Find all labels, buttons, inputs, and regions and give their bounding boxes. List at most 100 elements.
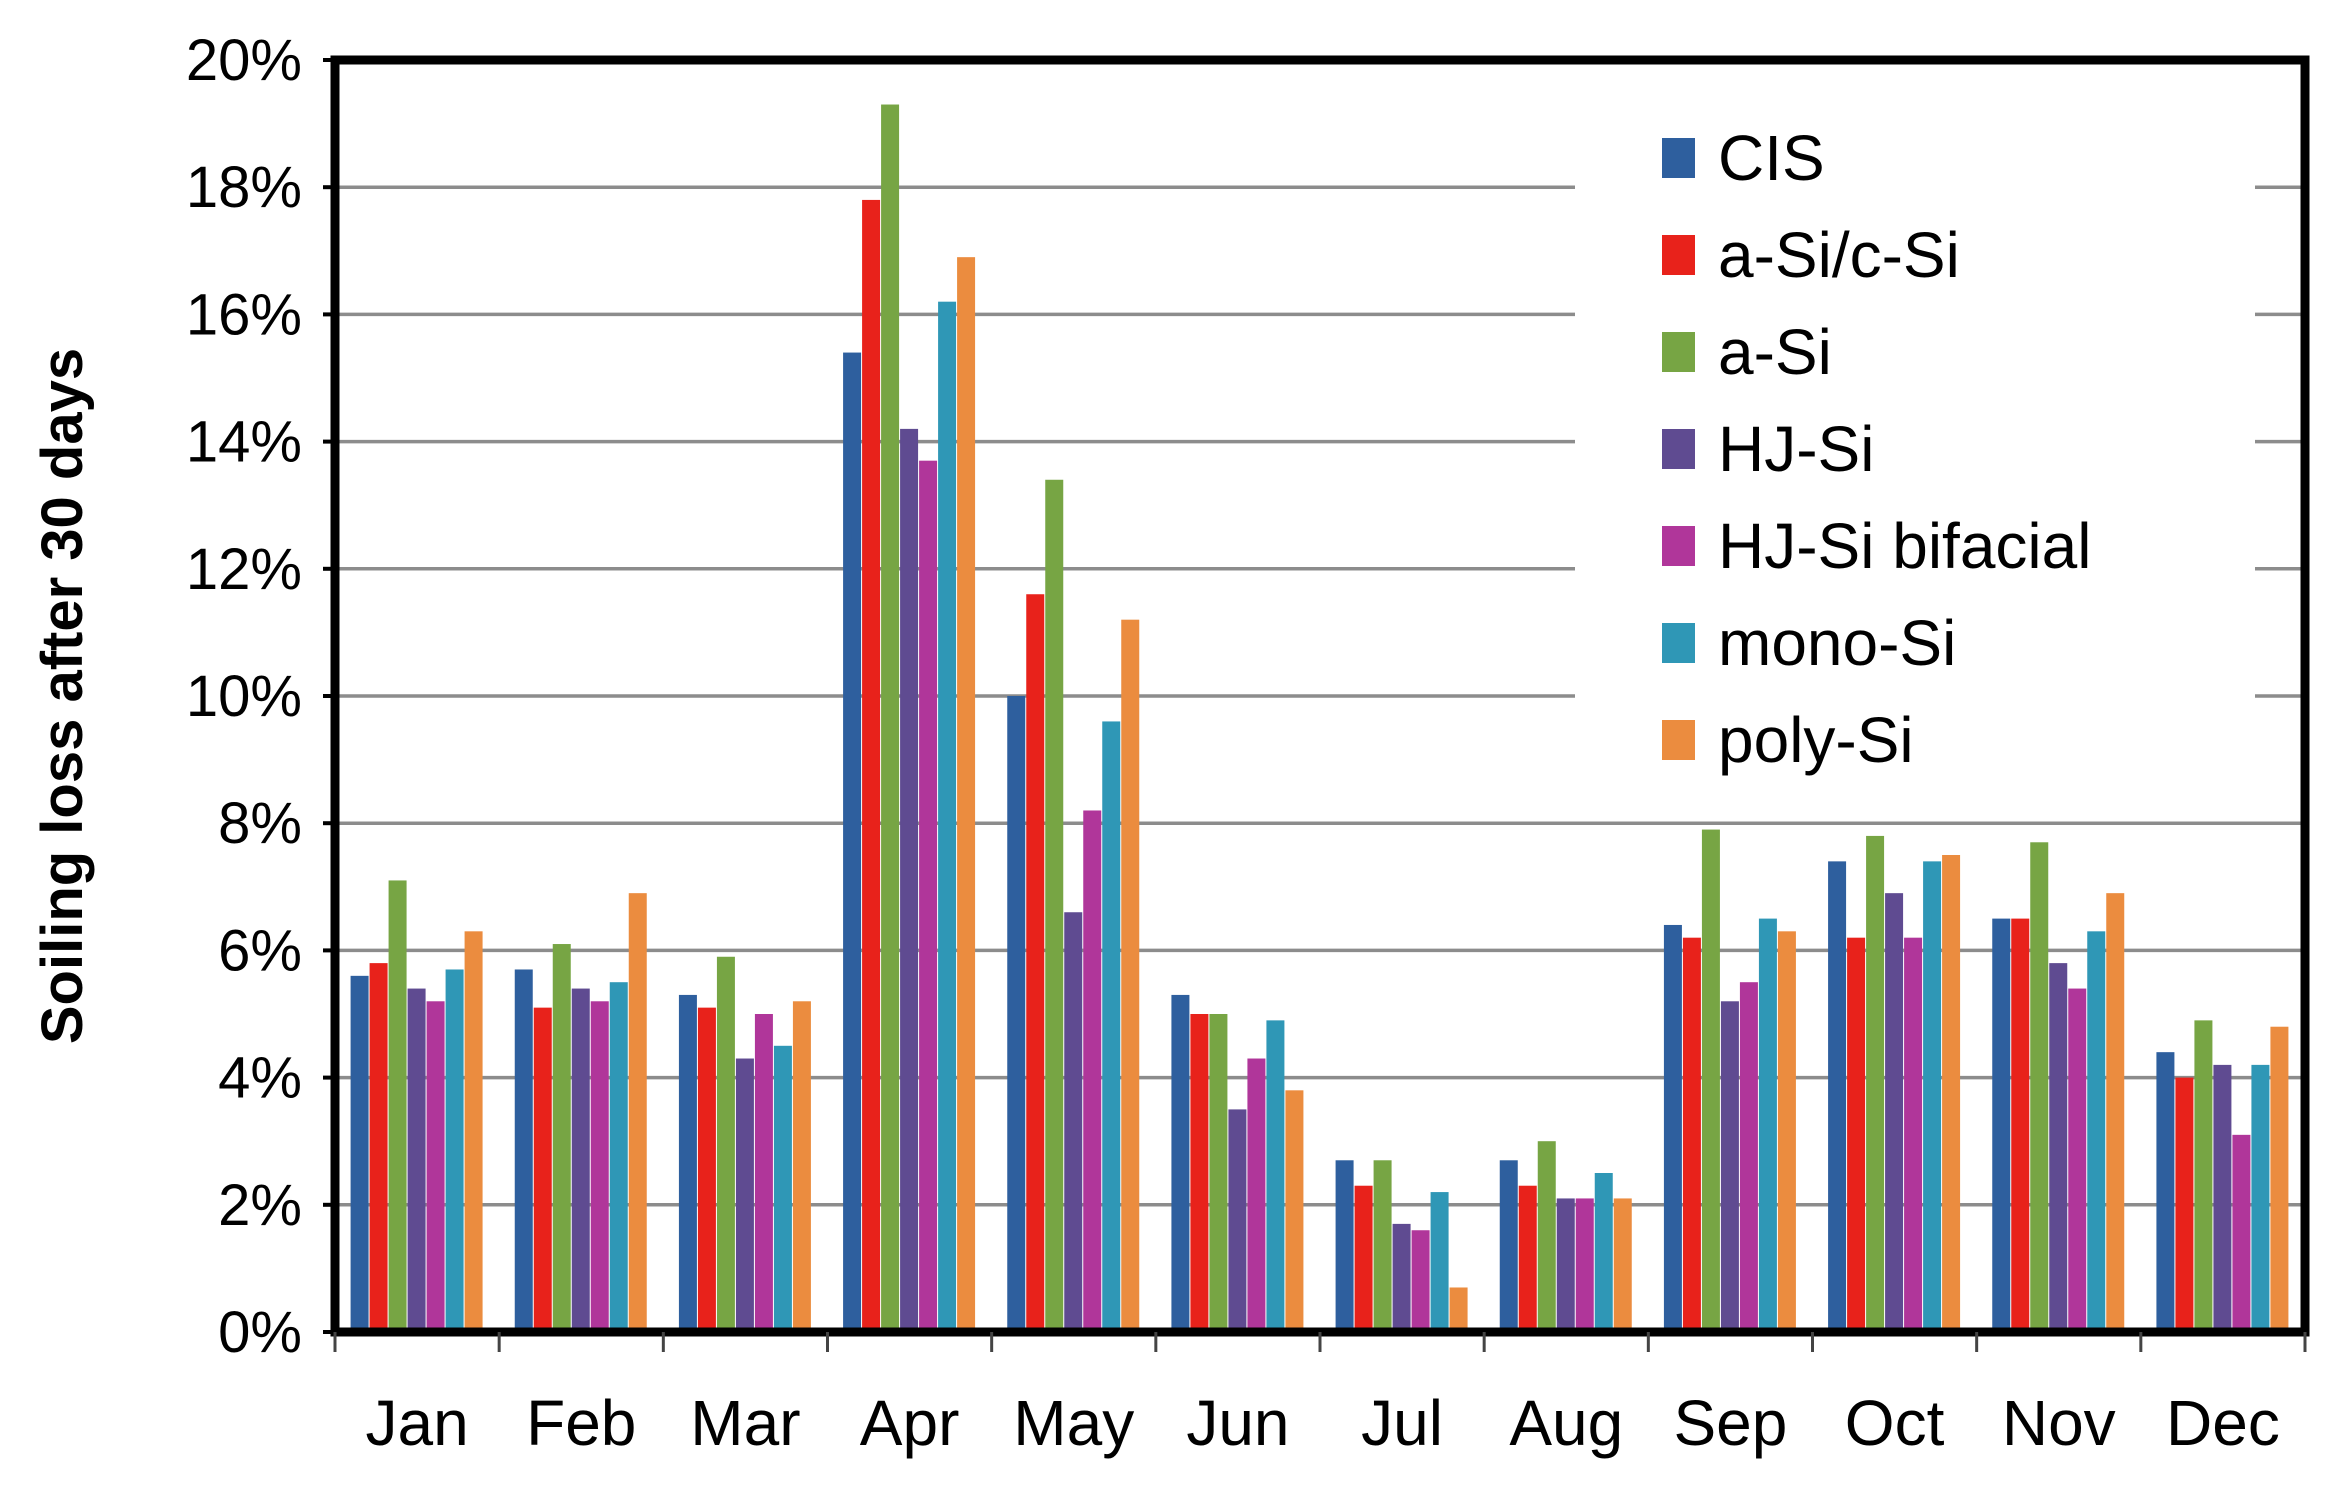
legend-swatch bbox=[1662, 623, 1695, 663]
bar-feb-a-si bbox=[552, 944, 571, 1332]
bar-dec-hj-si bbox=[2213, 1064, 2232, 1332]
y-tick-label: 10% bbox=[186, 664, 302, 729]
legend-label: HJ-Si bifacial bbox=[1718, 510, 2091, 582]
bar-aug-a-si-c-si bbox=[1518, 1185, 1537, 1332]
bar-nov-hj-si-bifacial bbox=[2068, 988, 2087, 1332]
y-axis-label: Soiling loss after 30 days bbox=[30, 348, 95, 1044]
bar-oct-poly-si bbox=[1942, 855, 1961, 1332]
legend-label: poly-Si bbox=[1718, 704, 1914, 776]
bar-dec-a-si-c-si bbox=[2175, 1077, 2194, 1332]
x-tick-label: Jan bbox=[365, 1387, 468, 1459]
x-tick-label: Sep bbox=[1673, 1387, 1787, 1459]
legend-swatch bbox=[1662, 235, 1695, 275]
bar-may-cis bbox=[1007, 696, 1026, 1332]
bar-nov-a-si bbox=[2030, 842, 2049, 1332]
x-tick-label: Jun bbox=[1186, 1387, 1289, 1459]
bar-apr-a-si-c-si bbox=[862, 199, 881, 1332]
legend-swatch bbox=[1662, 138, 1695, 178]
bar-jan-a-si bbox=[388, 880, 407, 1332]
bar-jun-hj-si-bifacial bbox=[1247, 1058, 1266, 1332]
bar-nov-poly-si bbox=[2106, 893, 2125, 1332]
y-tick-label: 18% bbox=[186, 155, 302, 220]
bar-oct-hj-si-bifacial bbox=[1904, 937, 1923, 1332]
bar-jul-hj-si bbox=[1392, 1223, 1411, 1332]
y-axis-ticks: 0% 2% 4% 6% 8% 10% 12% 14% 16% 18% 20% bbox=[186, 28, 335, 1365]
bar-feb-mono-si bbox=[609, 982, 628, 1332]
bar-oct-cis bbox=[1828, 861, 1847, 1332]
x-tick-label: Dec bbox=[2166, 1387, 2280, 1459]
bar-aug-a-si bbox=[1537, 1141, 1556, 1332]
y-tick-label: 4% bbox=[218, 1046, 302, 1111]
y-tick-label: 16% bbox=[186, 282, 302, 347]
bar-jan-poly-si bbox=[464, 931, 483, 1332]
y-tick-label: 12% bbox=[186, 537, 302, 602]
legend-label: a-Si bbox=[1718, 316, 1832, 388]
bar-aug-mono-si bbox=[1594, 1173, 1613, 1332]
bar-nov-mono-si bbox=[2087, 931, 2106, 1332]
bar-may-a-si bbox=[1045, 479, 1064, 1332]
x-tick-label: May bbox=[1013, 1387, 1134, 1459]
x-tick-label: Jul bbox=[1361, 1387, 1443, 1459]
bar-dec-hj-si-bifacial bbox=[2232, 1134, 2251, 1332]
bar-nov-hj-si bbox=[2049, 963, 2068, 1332]
bar-jun-a-si-c-si bbox=[1190, 1014, 1209, 1332]
bar-jan-a-si-c-si bbox=[369, 963, 388, 1332]
bar-aug-cis bbox=[1499, 1160, 1518, 1332]
bar-apr-hj-si bbox=[900, 428, 919, 1332]
bar-feb-poly-si bbox=[628, 893, 647, 1332]
y-tick-label: 2% bbox=[218, 1173, 302, 1238]
bar-jan-cis bbox=[350, 975, 369, 1332]
bar-apr-cis bbox=[843, 352, 862, 1332]
bar-sep-a-si-c-si bbox=[1682, 937, 1701, 1332]
legend-label: HJ-Si bbox=[1718, 413, 1874, 485]
bar-apr-poly-si bbox=[957, 257, 976, 1332]
bar-mar-a-si bbox=[716, 956, 735, 1332]
legend: CIS a-Si/c-Si a-Si HJ-Si HJ-Si bifacial mono-… bbox=[1662, 122, 2091, 776]
bar-may-poly-si bbox=[1121, 619, 1140, 1332]
bar-jul-cis bbox=[1335, 1160, 1354, 1332]
bar-dec-cis bbox=[2156, 1052, 2175, 1332]
bar-dec-a-si bbox=[2194, 1020, 2213, 1332]
legend-label: CIS bbox=[1718, 122, 1825, 194]
bar-mar-hj-si bbox=[735, 1058, 754, 1332]
bar-jul-a-si-c-si bbox=[1354, 1185, 1373, 1332]
x-tick-label: Apr bbox=[860, 1387, 960, 1459]
bar-apr-hj-si-bifacial bbox=[919, 460, 938, 1332]
bar-jan-hj-si-bifacial bbox=[426, 1001, 445, 1332]
bar-sep-a-si bbox=[1701, 829, 1720, 1332]
bar-jan-mono-si bbox=[445, 969, 464, 1332]
bar-feb-a-si-c-si bbox=[533, 1007, 552, 1332]
bar-oct-mono-si bbox=[1923, 861, 1942, 1332]
legend-swatch bbox=[1662, 720, 1695, 760]
x-axis-ticks: Jan Feb Mar Apr May Jun Jul Aug Sep Oct Nov Dec bbox=[333, 1332, 2307, 1459]
bar-feb-hj-si bbox=[571, 988, 590, 1332]
bar-mar-hj-si-bifacial bbox=[754, 1014, 773, 1332]
bar-jul-a-si bbox=[1373, 1160, 1392, 1332]
bar-sep-mono-si bbox=[1758, 918, 1777, 1332]
bar-jun-poly-si bbox=[1285, 1090, 1304, 1332]
bars bbox=[350, 104, 2289, 1333]
legend-swatch bbox=[1662, 526, 1695, 566]
legend-label: mono-Si bbox=[1718, 607, 1956, 679]
bar-jun-hj-si bbox=[1228, 1109, 1247, 1332]
bar-dec-mono-si bbox=[2251, 1064, 2270, 1332]
y-tick-label: 8% bbox=[218, 791, 302, 856]
bar-jun-cis bbox=[1171, 994, 1190, 1332]
bar-aug-hj-si-bifacial bbox=[1575, 1198, 1594, 1332]
bar-mar-cis bbox=[678, 994, 697, 1332]
legend-swatch bbox=[1662, 332, 1695, 372]
bar-jul-hj-si-bifacial bbox=[1411, 1230, 1430, 1332]
bar-nov-a-si-c-si bbox=[2011, 918, 2030, 1332]
bar-may-a-si-c-si bbox=[1026, 594, 1045, 1332]
bar-jun-mono-si bbox=[1266, 1020, 1285, 1332]
bar-sep-hj-si bbox=[1720, 1001, 1739, 1332]
bar-may-hj-si bbox=[1064, 912, 1083, 1332]
bar-aug-poly-si bbox=[1613, 1198, 1632, 1332]
bar-may-hj-si-bifacial bbox=[1083, 810, 1102, 1332]
bar-feb-hj-si-bifacial bbox=[590, 1001, 609, 1332]
y-tick-label: 6% bbox=[218, 918, 302, 983]
bar-mar-mono-si bbox=[773, 1045, 792, 1332]
bar-jul-poly-si bbox=[1449, 1287, 1468, 1332]
bar-oct-a-si-c-si bbox=[1847, 937, 1866, 1332]
